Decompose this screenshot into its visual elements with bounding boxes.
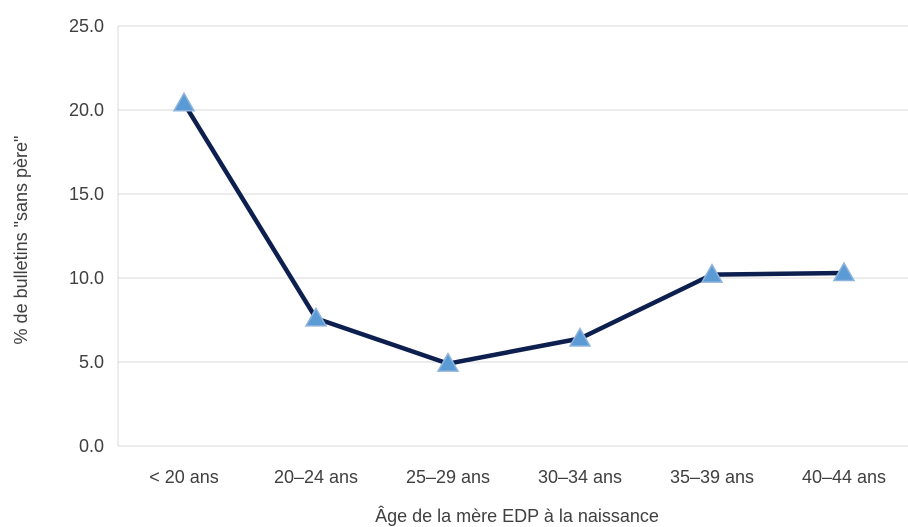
gridlines (117, 25, 908, 447)
data-point-marker (568, 326, 592, 347)
y-axis-title: % de bulletins "sans père" (11, 136, 31, 345)
y-tick-label: 20.0 (69, 100, 104, 120)
data-point-marker (172, 91, 196, 112)
x-tick-label: 25–29 ans (406, 467, 490, 487)
series (172, 91, 856, 372)
data-point-marker (832, 261, 856, 282)
x-tick-label: 30–34 ans (538, 467, 622, 487)
data-point-marker (304, 306, 328, 327)
y-tick-label: 0.0 (79, 436, 104, 456)
data-point-marker (436, 352, 460, 372)
x-tick-label: 20–24 ans (274, 467, 358, 487)
y-axis-ticks: 0.0 5.0 10.0 15.0 20.0 25.0 (69, 16, 104, 456)
data-point-marker (700, 263, 724, 283)
x-tick-label: < 20 ans (149, 467, 219, 487)
x-axis-ticks: < 20 ans 20–24 ans 25–29 ans 30–34 ans 35–39… (149, 467, 886, 487)
y-tick-label: 15.0 (69, 184, 104, 204)
y-tick-label: 25.0 (69, 16, 104, 36)
y-tick-label: 5.0 (79, 352, 104, 372)
x-axis-title: Âge de la mère EDP à la naissance (375, 506, 659, 526)
series-line (181, 101, 847, 366)
x-tick-label: 40–44 ans (802, 467, 886, 487)
x-tick-label: 35–39 ans (670, 467, 754, 487)
y-tick-label: 10.0 (69, 268, 104, 288)
